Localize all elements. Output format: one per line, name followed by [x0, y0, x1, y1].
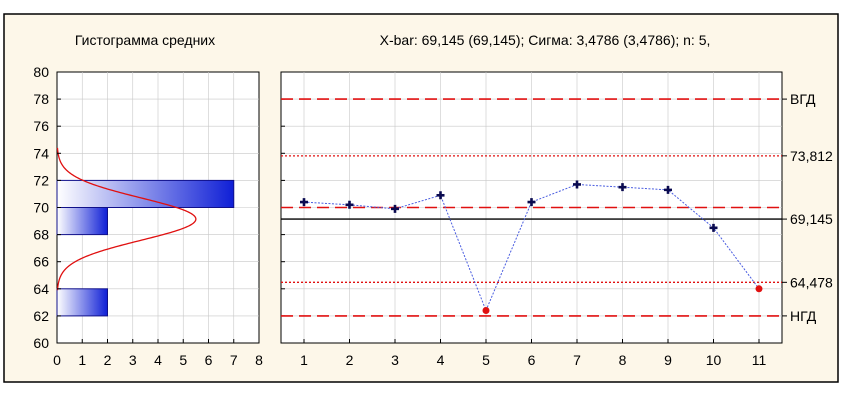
- control-x-tick-label: 8: [619, 352, 627, 368]
- histogram-y-ticks: 60 62 64 66 68 70 72 74 76 78 80: [33, 64, 61, 351]
- control-chart-plot: 1 2 3 4 5 6 7 8 9 10 11 ВГД 73,812 69,145 64,478 НГД: [280, 71, 833, 368]
- control-x-tick-label: 10: [706, 352, 722, 368]
- control-x-tick-label: 2: [346, 352, 354, 368]
- control-line-label-ucl: ВГД: [790, 91, 816, 107]
- histogram-x-tick-label: 3: [129, 352, 137, 368]
- histogram-y-tick-label: 72: [33, 172, 49, 188]
- data-point-marker: [709, 223, 718, 232]
- histogram-y-tick-label: 62: [33, 308, 49, 324]
- data-point-marker: [664, 185, 672, 194]
- histogram-y-tick-label: 78: [33, 91, 49, 107]
- control-chart-title: X-bar: 69,145 (69,145); Сигма: 3,4786 (3…: [380, 32, 711, 48]
- histogram-y-tick-label: 64: [33, 281, 49, 297]
- histogram-bar: [56, 288, 108, 317]
- control-x-tick-label: 6: [528, 352, 536, 368]
- control-chart-x-ticks: 1 2 3 4 5 6 7 8 9 10 11: [300, 339, 766, 368]
- control-line-label-lsl: 64,478: [790, 274, 833, 290]
- data-point-marker: [345, 200, 354, 209]
- data-point-marker: [300, 198, 308, 207]
- data-point-marker: [391, 204, 399, 213]
- histogram-x-ticks: 0 1 2 3 4 5 6 7 8: [53, 339, 263, 368]
- normal-curve-line: [56, 147, 197, 291]
- control-x-tick-label: 4: [437, 352, 445, 368]
- histogram-x-tick-label: 4: [154, 352, 162, 368]
- histogram-bar: [56, 207, 108, 236]
- histogram-y-tick-label: 70: [33, 200, 49, 216]
- histogram-x-tick-label: 5: [179, 352, 187, 368]
- series-line: [303, 183, 760, 312]
- data-point-marker: [436, 191, 445, 200]
- out-of-control-point: [755, 285, 763, 293]
- data-point-marker: [573, 180, 581, 189]
- control-limit-lines: [281, 98, 782, 317]
- control-x-tick-label: 11: [752, 352, 767, 368]
- data-point-marker: [527, 198, 536, 207]
- control-x-tick-label: 3: [391, 352, 399, 368]
- histogram-title: Гистограмма средних: [75, 32, 215, 48]
- histogram-x-tick-label: 7: [230, 352, 238, 368]
- histogram-y-tick-label: 74: [33, 145, 49, 161]
- histogram-x-tick-label: 6: [205, 352, 213, 368]
- data-point-marker: [618, 183, 627, 192]
- histogram-x-tick-label: 8: [255, 352, 263, 368]
- out-of-control-point: [482, 306, 490, 314]
- histogram-y-tick-label: 76: [33, 118, 49, 134]
- histogram-y-tick-label: 68: [33, 227, 49, 243]
- control-line-label-usl: 73,812: [790, 148, 833, 164]
- histogram-x-tick-label: 1: [78, 352, 86, 368]
- histogram-y-tick-label: 80: [33, 64, 49, 80]
- control-chart-series: [300, 180, 763, 314]
- control-x-tick-label: 1: [300, 352, 308, 368]
- control-x-tick-label: 9: [664, 352, 672, 368]
- control-line-label-lcl: НГД: [790, 308, 817, 324]
- histogram-x-tick-label: 2: [104, 352, 112, 368]
- histogram-bar: [56, 179, 235, 208]
- histogram-x-tick-label: 0: [53, 352, 61, 368]
- control-x-tick-label: 7: [573, 352, 581, 368]
- control-limit-labels: ВГД 73,812 69,145 64,478 НГД: [782, 91, 833, 324]
- control-line-label-center: 69,145: [790, 211, 833, 227]
- histogram-y-tick-label: 60: [33, 335, 49, 351]
- histogram-y-tick-label: 66: [33, 254, 49, 270]
- histogram-normal-curve: [56, 147, 197, 291]
- histogram-bars: [56, 179, 235, 317]
- control-x-tick-label: 5: [482, 352, 490, 368]
